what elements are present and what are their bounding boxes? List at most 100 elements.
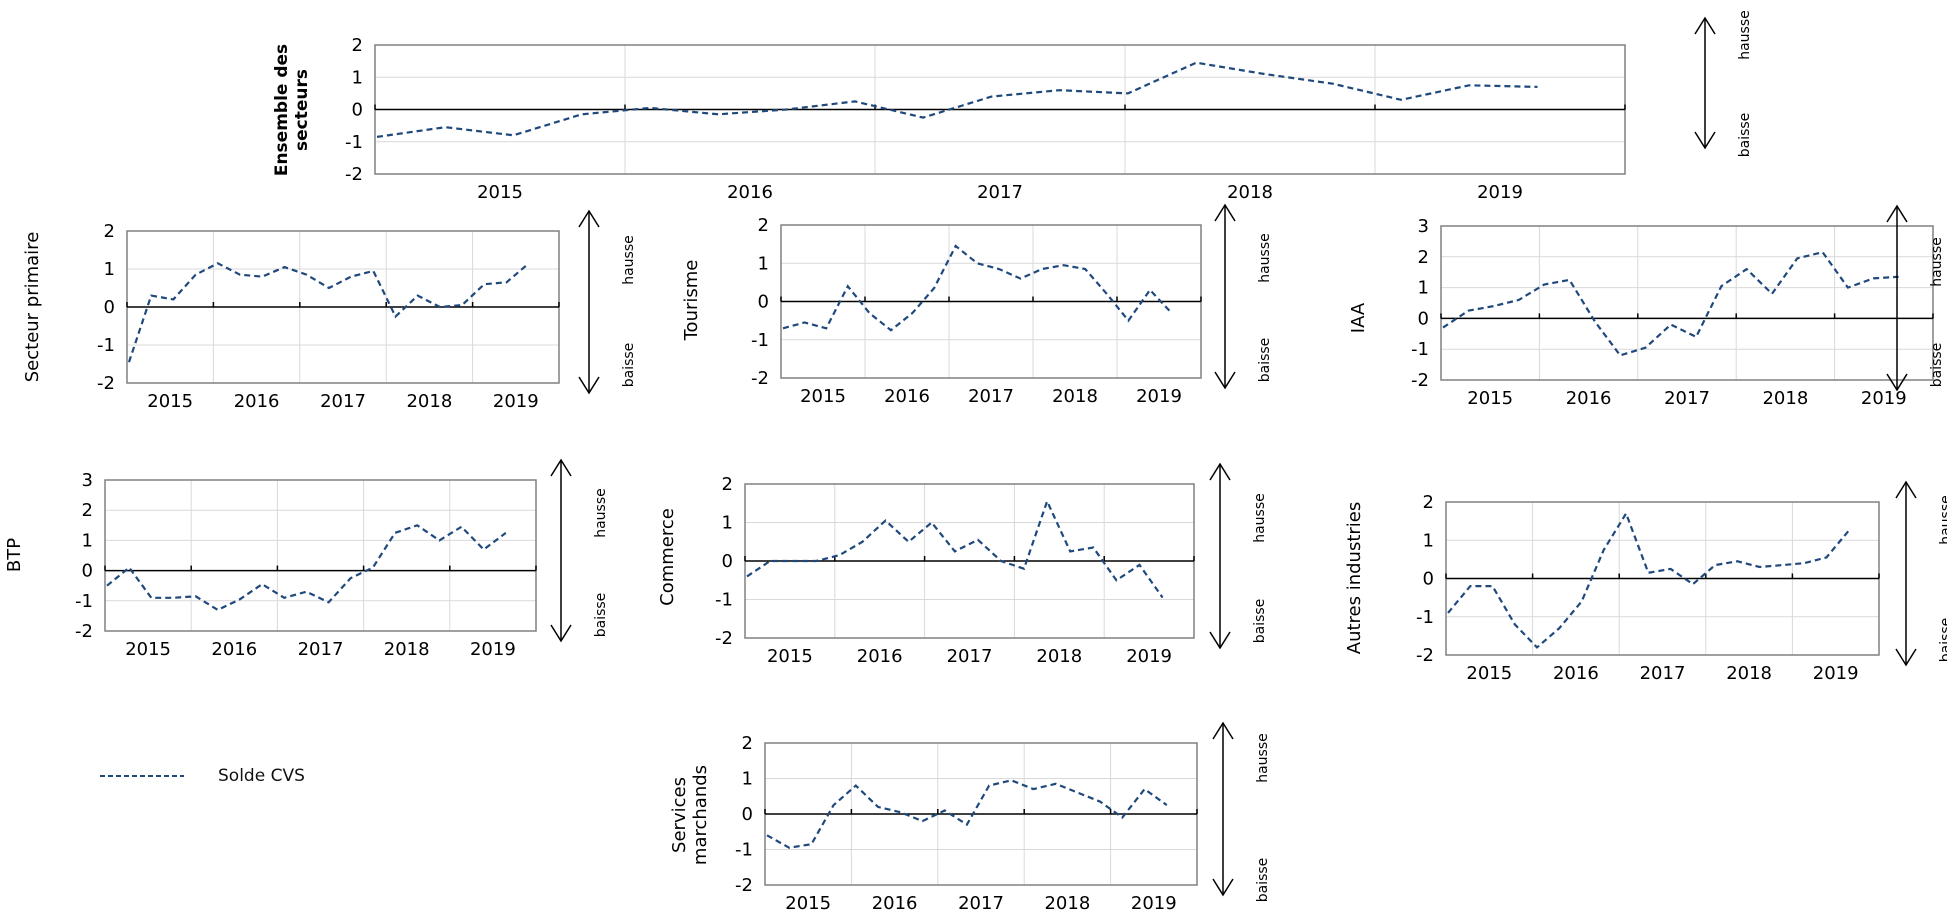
series-line-solde-cvs: [376, 61, 1538, 138]
legend-label: Solde CVS: [218, 766, 305, 786]
arrow-up-head: [1895, 480, 1917, 499]
y-tick-label: 1: [1418, 278, 1429, 299]
y-axis-label: Secteur primaire: [22, 232, 43, 383]
x-tick-label: 2016: [884, 386, 930, 407]
y-tick-label: 0: [758, 292, 769, 313]
y-tick-label: 1: [104, 259, 115, 280]
y-tick-label: 1: [758, 253, 769, 274]
y-tick-label: 1: [1423, 530, 1434, 551]
label-baisse: baisse: [621, 343, 637, 388]
y-axis-label: Tourisme: [681, 260, 702, 342]
y-tick-label: -1: [735, 840, 753, 861]
chart-ensemble: -2 -1 0 1 2 2015 2016 2017 2018 2019 Ensemble des s…: [272, 10, 1753, 203]
label-hausse: hausse: [1257, 233, 1273, 283]
y-tick-label: -2: [75, 621, 93, 642]
y-axis-label-line1: Ensemble des: [272, 44, 292, 176]
chart-tourisme: -2 -1 0 1 2 2015 2016 2017 2018 2019 Tourisme hauss…: [681, 203, 1273, 407]
x-tick-label: 2018: [1227, 182, 1273, 203]
x-tick-label: 2015: [477, 182, 523, 203]
y-tick-label: 0: [742, 804, 753, 825]
y-tick-label: 2: [104, 221, 115, 242]
x-tick-label: 2019: [1861, 388, 1907, 409]
y-tick-label: 0: [722, 551, 733, 572]
y-tick-label: -1: [751, 330, 769, 351]
arrow-up-head: [1886, 204, 1908, 223]
y-tick-label: 1: [742, 769, 753, 790]
y-axis-label: BTP: [4, 538, 25, 572]
arrow-down-head: [1214, 371, 1236, 390]
x-tick-label: 2015: [800, 386, 846, 407]
arrow-down-head: [550, 624, 572, 643]
y-tick-label: 2: [722, 474, 733, 495]
arrow-down-head: [1209, 631, 1231, 650]
y-tick-label: 2: [1423, 492, 1434, 513]
x-tick-label: 2019: [1813, 663, 1859, 684]
arrow-down-head: [1895, 648, 1917, 667]
x-tick-label: 2019: [1131, 893, 1177, 914]
x-tick-label: 2019: [493, 391, 539, 412]
y-axis-label-line1: Services: [669, 777, 690, 853]
y-tick-label: -2: [345, 164, 363, 185]
arrow-up-head: [1209, 462, 1231, 481]
y-tick-label: 2: [82, 500, 93, 521]
series-line-solde-cvs: [766, 779, 1168, 849]
y-tick-label: 0: [82, 561, 93, 582]
x-tick-label: 2017: [977, 182, 1023, 203]
chart-btp: -2 -1 0 1 2 3 2015 2016 2017 2018 2019 BTP hausse bai…: [4, 458, 609, 660]
arrow-up-head: [578, 209, 600, 228]
chart-iaa: -2 -1 0 1 2 3 2015 2016 2017 2018 2019 IAA hausse bai…: [1348, 204, 1945, 409]
y-tick-label: -1: [715, 590, 733, 611]
plot-frame: [104, 479, 537, 632]
y-tick-label: 1: [722, 513, 733, 534]
x-tick-label: 2017: [1640, 663, 1686, 684]
y-tick-label: 0: [1423, 569, 1434, 590]
x-tick-label: 2017: [947, 646, 993, 667]
x-tick-label: 2019: [1477, 182, 1523, 203]
y-tick-label: -2: [1411, 370, 1429, 391]
y-tick-label: -1: [1411, 339, 1429, 360]
y-tick-label: 0: [352, 100, 363, 121]
y-tick-label: 0: [1418, 308, 1429, 329]
x-tick-label: 2016: [1553, 663, 1599, 684]
x-tick-label: 2016: [727, 182, 773, 203]
x-tick-label: 2018: [1036, 646, 1082, 667]
y-tick-label: 0: [104, 297, 115, 318]
x-tick-label: 2016: [872, 893, 918, 914]
label-hausse: hausse: [1929, 237, 1945, 287]
label-baisse: baisse: [1929, 343, 1945, 388]
label-baisse: baisse: [1938, 618, 1947, 663]
y-tick-label: -2: [97, 373, 115, 394]
x-tick-label: 2018: [406, 391, 452, 412]
label-baisse: baisse: [1737, 113, 1753, 158]
x-tick-label: 2017: [958, 893, 1004, 914]
y-axis-label-line2: secteurs: [292, 69, 312, 151]
series-line-solde-cvs: [782, 244, 1173, 332]
x-tick-label: 2015: [147, 391, 193, 412]
label-hausse: hausse: [593, 488, 609, 538]
y-tick-label: -2: [751, 368, 769, 389]
label-hausse: hausse: [1737, 10, 1753, 60]
plot-frame: [1440, 225, 1934, 381]
x-tick-label: 2016: [211, 639, 257, 660]
x-tick-label: 2016: [1566, 388, 1612, 409]
y-tick-label: -2: [1416, 645, 1434, 666]
x-tick-label: 2018: [1762, 388, 1808, 409]
y-tick-label: -1: [75, 591, 93, 612]
label-baisse: baisse: [1257, 338, 1273, 383]
y-tick-label: 2: [758, 215, 769, 236]
x-tick-label: 2017: [320, 391, 366, 412]
x-tick-label: 2017: [1664, 388, 1710, 409]
label-baisse: baisse: [593, 593, 609, 638]
x-tick-label: 2015: [1467, 388, 1513, 409]
series-line-solde-cvs: [1447, 511, 1850, 649]
y-tick-label: -2: [715, 628, 733, 649]
x-tick-label: 2015: [767, 646, 813, 667]
x-tick-label: 2018: [1726, 663, 1772, 684]
y-tick-label: -1: [345, 132, 363, 153]
label-hausse: hausse: [1255, 733, 1271, 783]
y-tick-label: 2: [352, 35, 363, 56]
x-tick-label: 2019: [1136, 386, 1182, 407]
label-baisse: baisse: [1255, 858, 1271, 903]
x-tick-label: 2018: [1044, 893, 1090, 914]
arrow-up-head: [550, 458, 572, 477]
